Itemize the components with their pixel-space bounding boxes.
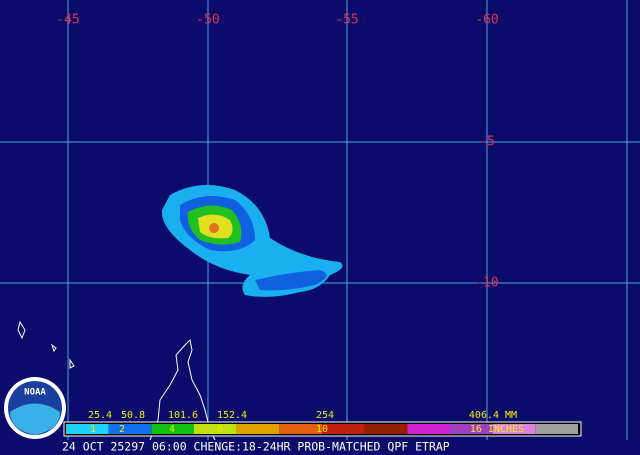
legend-swatch	[364, 424, 408, 434]
longitude-label: -50	[196, 13, 219, 28]
inch-label: 1	[90, 424, 96, 435]
precip-moderate	[255, 270, 327, 291]
mm-label: 50.8	[121, 410, 145, 421]
logo-wave	[10, 403, 60, 435]
caption: 24 OCT 25297 06:00 CHENGE:18-24HR PROB-M…	[62, 440, 450, 454]
longitude-label: -60	[475, 13, 498, 28]
inch-label: 2	[119, 424, 125, 435]
legend-swatch	[66, 424, 109, 434]
inch-label: 4	[169, 424, 175, 435]
latitude-label: -10	[475, 276, 498, 291]
caption-bar	[0, 440, 640, 455]
precip-max	[209, 223, 219, 233]
longitude-label: -45	[56, 13, 79, 28]
coast-line	[149, 338, 216, 441]
legend-swatch	[236, 424, 280, 434]
inch-label: 6	[217, 424, 223, 435]
legend-swatch	[194, 424, 237, 434]
island	[69, 358, 75, 369]
legend-swatch	[492, 424, 536, 434]
color-legend: 25.4 50.8 101.6 152.4 254 406.4 MM 1 2 4 6 10 16 IN…	[63, 410, 582, 437]
mm-label: 25.4	[88, 410, 112, 421]
island	[51, 343, 57, 353]
legend-swatch	[108, 424, 152, 434]
noaa-logo: NOAA	[4, 377, 66, 439]
island	[17, 320, 26, 340]
precip-field	[161, 185, 343, 297]
inch-label: 10	[316, 424, 328, 435]
latitude-label: -5	[479, 135, 495, 150]
coastline	[17, 320, 216, 441]
legend-swatch	[322, 424, 365, 434]
logo-text: NOAA	[24, 388, 46, 398]
mm-label: 254	[316, 410, 334, 421]
mm-label: 152.4	[217, 410, 247, 421]
longitude-label: -55	[335, 13, 358, 28]
inch-label: 16 INCHES	[470, 424, 524, 435]
mm-label: 406.4 MM	[469, 410, 517, 421]
legend-swatch	[279, 424, 322, 434]
legend-swatch	[151, 424, 194, 434]
legend-swatch	[407, 424, 450, 434]
legend-swatch	[535, 424, 578, 434]
mm-label: 101.6	[168, 410, 198, 421]
legend-swatch	[450, 424, 493, 434]
